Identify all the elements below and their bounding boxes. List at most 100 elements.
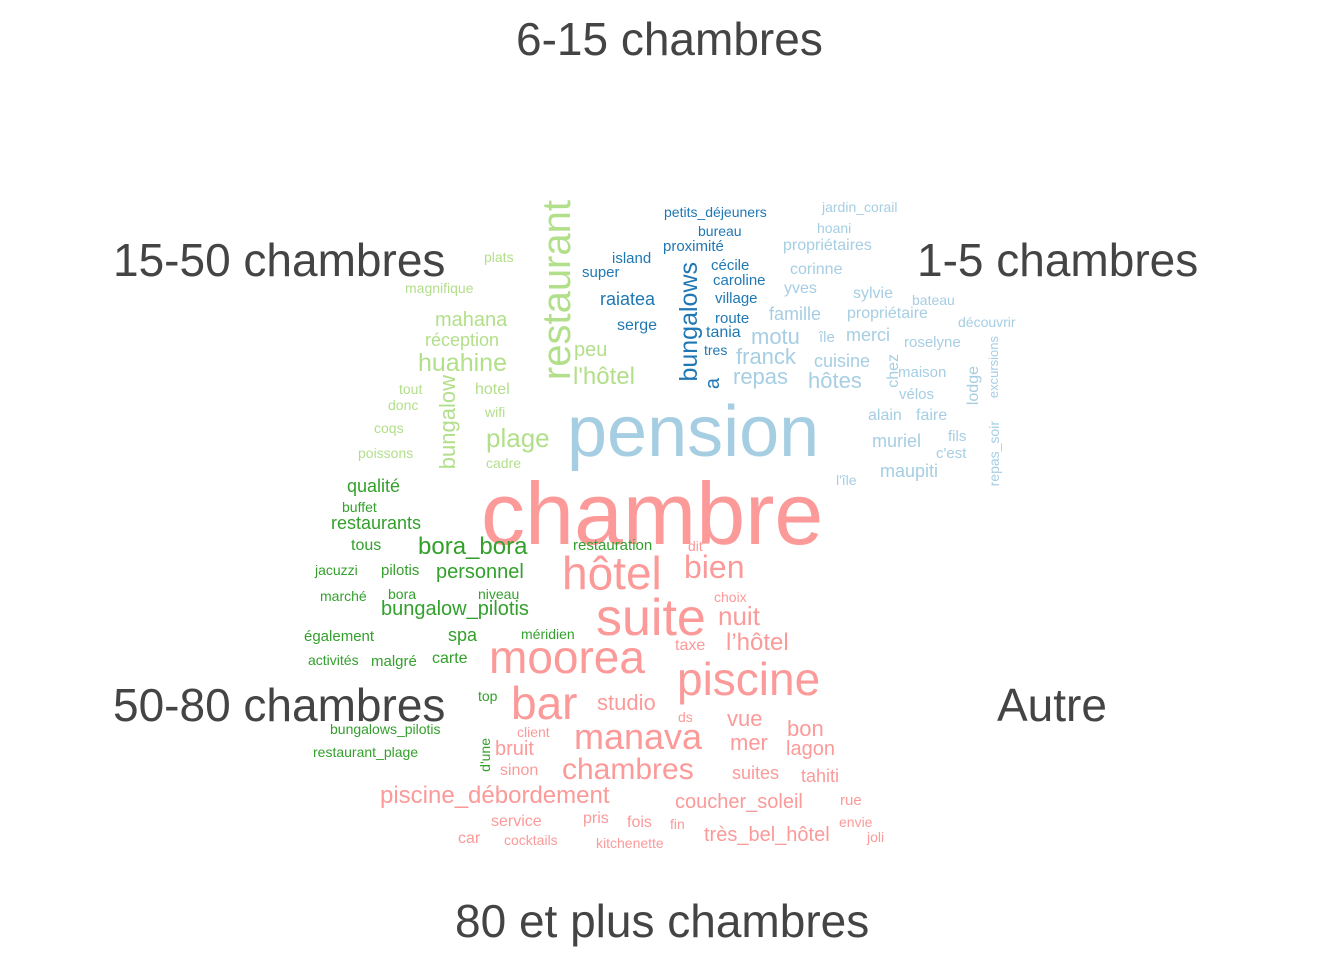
word-car: car [458,830,481,847]
word-a: a [702,378,724,390]
word-v-los: vélos [899,386,935,403]
word-fils: fils [948,428,967,445]
word-l-h-tel: l’hôtel [726,629,789,656]
word-chambre: chambre [481,464,824,563]
word-sinon: sinon [500,762,539,779]
word-muriel: muriel [872,431,922,451]
word-hotel: hotel [475,381,510,398]
word-l-le: l'île [836,472,857,488]
word-excursions: excursions [986,336,1001,399]
word-pris: pris [583,810,609,827]
word-lodge: lodge [965,366,982,406]
word-village: village [715,290,758,307]
word-tout: tout [399,381,423,397]
word-cocktails: cocktails [504,832,558,848]
word-island: island [612,250,652,267]
word-plats: plats [484,249,514,265]
word-tahiti: tahiti [801,766,840,786]
word-rue: rue [840,792,862,809]
word-cadre: cadre [486,455,522,471]
word-fois: fois [627,814,652,831]
word-franck: franck [736,344,796,369]
word-manava: manava [574,716,703,757]
word-maupiti: maupiti [880,461,939,481]
word-bungalow: bungalow [435,375,460,470]
word-motu: motu [751,324,800,349]
word-le: île [819,329,835,346]
word-roselyne: roselyne [904,334,961,351]
word-pension: pension [567,392,820,472]
word-corinne: corinne [790,261,843,278]
word-h-tel: hôtel [562,547,662,599]
word-niveau: niveau [478,586,520,602]
word-client: client [517,724,550,740]
word-yves: yves [784,280,817,297]
group-label-50-80: 50-80 chambres [113,679,446,731]
word-suite: suite [596,589,706,647]
word-m-ridien: méridien [521,626,575,642]
word-bungalows-pilotis: bungalows_pilotis [330,721,441,737]
word-lagon: lagon [786,738,835,760]
word-propri-taire: propriétaire [847,305,928,322]
word-maison: maison [898,364,947,381]
word-coqs: coqs [374,420,404,436]
word-tous: tous [351,537,382,554]
word-nuit: nuit [718,601,760,631]
word-route: route [715,310,750,327]
word-alain: alain [868,407,902,424]
word-merci: merci [846,325,890,345]
word-march: marché [320,588,367,604]
word-coucher-soleil: coucher_soleil [675,791,803,813]
word-chambres: chambres [562,753,694,786]
group-label-80-plus: 80 et plus chambres [455,895,870,947]
word-vue: vue [727,706,763,731]
word-sylvie: sylvie [853,285,894,302]
word-service: service [491,813,542,830]
word-poissons: poissons [358,445,414,461]
word-wifi: wifi [485,404,506,420]
word-personnel: personnel [436,561,524,583]
word-raiatea: raiatea [600,289,656,309]
word-galement: également [304,628,375,645]
word-dit: dit [688,538,703,554]
word-c-est: c'est [936,445,967,462]
word-repas: repas [733,364,789,389]
word-famille: famille [769,304,822,324]
word-l-h-tel: l'hôtel [573,363,635,390]
word-taxe: taxe [675,637,706,654]
word-pilotis: pilotis [381,562,420,579]
word-caroline: caroline [713,272,766,289]
group-label-15-50: 15-50 chambres [113,234,446,286]
word-carte: carte [432,650,468,667]
word-tres: tres [704,342,728,358]
word-restaurant-plage: restaurant_plage [313,744,419,760]
word-h-tes: hôtes [808,368,862,393]
group-label-6-15: 6-15 chambres [516,13,823,65]
word-faire: faire [916,407,948,424]
word-fin: fin [670,816,685,832]
word-activit-s: activités [308,652,359,668]
word-bureau: bureau [698,223,742,239]
word-d-une: d'une [477,738,493,772]
word-bar: bar [511,677,578,729]
word-bien: bien [684,549,745,585]
word-bungalows: bungalows [675,262,703,382]
word-r-ception: réception [425,330,500,350]
word-bruit: bruit [495,738,534,760]
word-piscine: piscine [677,653,821,705]
word-bateau: bateau [912,292,955,308]
word-kitchenette: kitchenette [596,835,664,851]
word-moorea: moorea [489,631,645,683]
word-donc: donc [388,397,419,413]
word-jardin-corail: jardin_corail [822,199,898,215]
word-joli: joli [867,829,885,845]
word-peu: peu [574,339,608,361]
word-suites: suites [732,763,780,783]
word-c-cile: cécile [711,257,750,274]
word-restaurant: restaurant [535,200,579,381]
word-ds: ds [678,709,693,725]
word-plage: plage [486,423,550,453]
word-serge: serge [617,317,658,334]
word-jacuzzi: jacuzzi [315,562,358,578]
word-qualit: qualité [347,476,401,496]
